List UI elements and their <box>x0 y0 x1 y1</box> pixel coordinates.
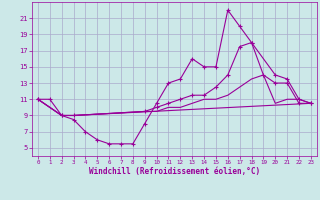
X-axis label: Windchill (Refroidissement éolien,°C): Windchill (Refroidissement éolien,°C) <box>89 167 260 176</box>
